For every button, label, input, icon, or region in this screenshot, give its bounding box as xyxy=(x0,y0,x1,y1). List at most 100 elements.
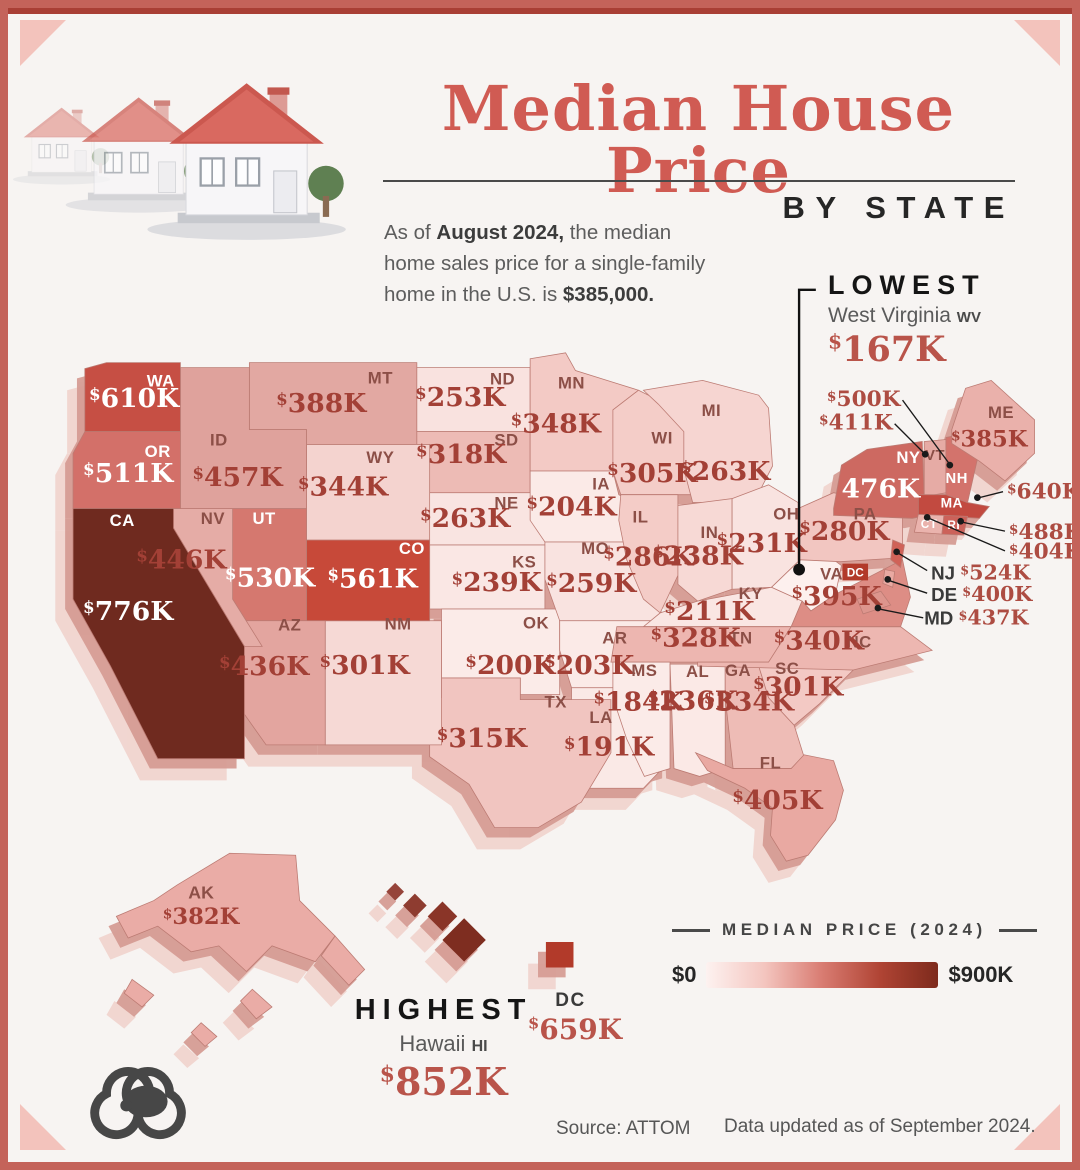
callout-line xyxy=(979,491,1004,499)
state-value-label: $239K xyxy=(452,567,543,598)
state-abbr-label: FL xyxy=(760,754,781,773)
state-value-label: $405K xyxy=(732,785,823,816)
state-abbr-label: IA xyxy=(592,475,610,494)
state-abbr-label: WI xyxy=(651,428,672,447)
state-value-label: $211K xyxy=(664,596,755,627)
callout-dot xyxy=(884,576,892,583)
state-AK xyxy=(123,978,155,1008)
house-illustration xyxy=(147,83,346,240)
callout-line xyxy=(888,579,928,594)
state-abbr-label: WA xyxy=(147,371,175,390)
state-abbr-label: MS xyxy=(631,661,657,680)
state-value-label: $236K xyxy=(648,685,739,716)
state-value-label: $253K xyxy=(415,382,506,413)
state-abbr-label: NE xyxy=(494,493,518,512)
state-abbr-label: GA xyxy=(725,661,751,680)
state-value-label: $204K xyxy=(526,491,617,522)
state-value-label: $340K xyxy=(774,625,865,656)
state-NC xyxy=(697,626,933,671)
state-abbr-label: MI xyxy=(702,401,722,420)
corner-triangle xyxy=(1014,20,1060,66)
state-value-label: 476K xyxy=(842,474,921,505)
state-value-label: $388K xyxy=(276,388,367,419)
state-value-label: $382K xyxy=(163,904,241,930)
ne-callout-value: MD $437K xyxy=(924,606,1029,630)
ne-callout-value: $488K xyxy=(1009,520,1072,545)
state-value-label: $395K xyxy=(791,581,882,612)
state-value-label: $263K xyxy=(420,503,511,534)
legend-title: MEDIAN PRICE (2024) xyxy=(722,920,987,939)
state-value-label: $231K xyxy=(717,528,808,559)
state-AK xyxy=(190,1022,218,1047)
state-abbr-label: RI xyxy=(947,518,960,532)
top-border-strip xyxy=(8,8,1072,14)
callout-dot xyxy=(893,548,900,556)
state-abbr-label: NM xyxy=(385,615,412,634)
state-value-label: $348K xyxy=(511,409,602,440)
state-abbr-label: KS xyxy=(512,553,536,572)
dc-callout: DC $659K xyxy=(528,990,622,1046)
callout-dot xyxy=(946,461,954,469)
highest-label: HIGHEST xyxy=(354,994,533,1026)
highest-state: Hawaii HI xyxy=(326,1031,561,1057)
state-abbr-label: AR xyxy=(602,628,627,647)
highest-callout: HIGHEST Hawaii HI $852K xyxy=(326,994,561,1104)
callout-line xyxy=(962,521,1006,532)
state-abbr-label: ID xyxy=(210,430,228,449)
state-abbr-label: IL xyxy=(633,507,649,526)
state-NM xyxy=(324,620,442,746)
state-value-label: $446K xyxy=(136,545,227,576)
state-abbr-label: TX xyxy=(545,692,568,711)
house-illustration xyxy=(65,97,212,213)
lowest-callout-line xyxy=(797,288,816,568)
state-abbr-label: WY xyxy=(366,448,394,467)
state-WA xyxy=(84,362,181,433)
state-value-label: $305K xyxy=(607,458,698,489)
state-abbr-label: NH xyxy=(946,471,968,487)
state-abbr-label: OH xyxy=(773,504,799,523)
ne-callout-value: $640K xyxy=(1007,480,1072,505)
state-abbr-label: SC xyxy=(775,659,799,678)
updated-note: Data updated as of September 2024. xyxy=(724,1116,1036,1137)
corner-triangle xyxy=(20,20,66,66)
legend: MEDIAN PRICE (2024) $0 $900K xyxy=(672,920,1037,988)
state-abbr-label: CO xyxy=(399,539,425,558)
publisher-logo xyxy=(90,1066,186,1140)
state-value-label: $191K xyxy=(564,732,655,763)
state-abbr-label: SD xyxy=(494,430,518,449)
lowest-state-name: West Virginia xyxy=(828,304,951,327)
state-value-label: $334K xyxy=(704,686,795,717)
legend-dash xyxy=(672,928,710,932)
intro-us-median: $385,000. xyxy=(562,282,655,306)
page-subtitle: BY STATE xyxy=(782,190,1015,225)
state-value-label: $318K xyxy=(416,439,507,470)
state-value-label: $776K xyxy=(83,596,174,627)
dc-badge xyxy=(842,563,869,581)
state-value-label: $511K xyxy=(83,458,174,489)
callout-line xyxy=(928,517,1006,552)
ne-callout-value: NJ $524K xyxy=(931,560,1031,584)
state-AK xyxy=(115,852,336,973)
lowest-value: $167K xyxy=(828,329,946,370)
highest-state-name: Hawaii xyxy=(399,1031,466,1056)
state-abbr-label: OK xyxy=(523,614,549,633)
lowest-callout-dot xyxy=(793,563,806,576)
lowest-state: West Virginia WV xyxy=(828,304,1072,328)
callout-dot xyxy=(921,450,929,458)
callout-dot xyxy=(957,517,965,525)
state-value-label: $286K xyxy=(603,542,694,573)
state-abbr-label: CA xyxy=(110,511,135,530)
legend-min-label: $0 xyxy=(672,962,697,987)
ne-callout-value: $411K xyxy=(819,411,894,436)
state-DC xyxy=(545,941,574,968)
state-AK xyxy=(239,988,273,1020)
callout-line xyxy=(894,423,925,454)
state-abbr-label: ME xyxy=(988,403,1014,422)
state-HI xyxy=(427,901,458,932)
legend-gradient-bar xyxy=(706,962,939,988)
state-value-label: $328K xyxy=(651,622,742,653)
state-FL xyxy=(694,751,844,862)
legend-bar-row: $0 $900K xyxy=(672,962,1032,988)
house-illustration xyxy=(12,107,111,185)
